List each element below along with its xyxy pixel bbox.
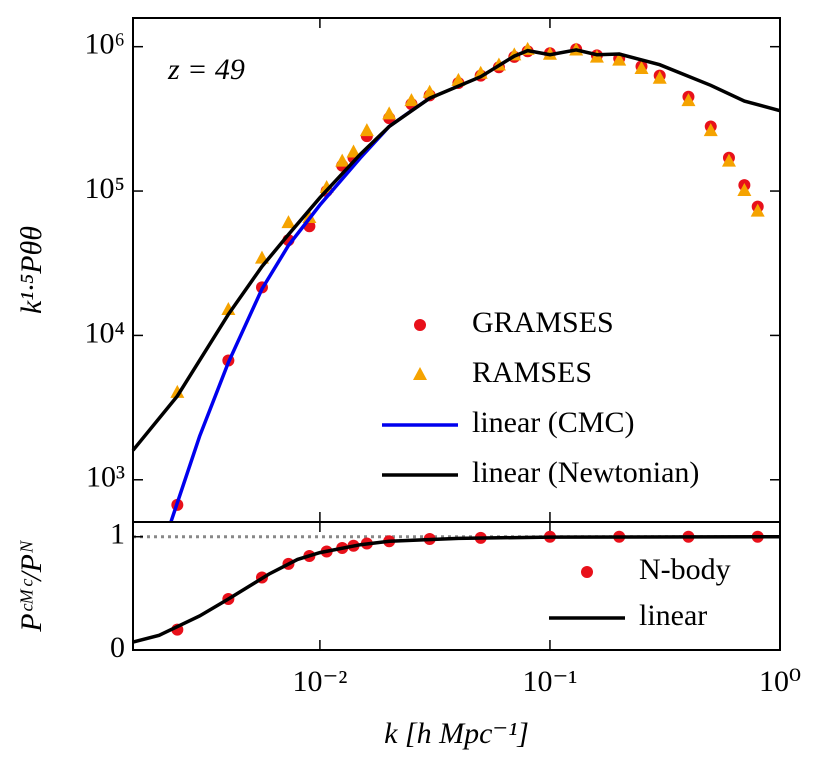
triangle-marker [422,84,437,98]
y-axis-label: k¹·⁵Pθθ [15,226,48,314]
annotation: z = 49 [167,53,245,86]
triangle-marker [750,203,765,217]
y-tick-label: 10⁶ [85,28,125,61]
legend-label: N-body [639,553,731,586]
y-tick-label: 0 [110,631,125,664]
legend-swatch [413,367,427,380]
triangle-marker [681,93,696,107]
line-series [131,48,781,452]
x-tick-label: 10⁰ [759,665,801,698]
y-tick-label: 1 [110,518,125,551]
triangle-marker [359,123,374,137]
legend-label: linear (Newtonian) [472,456,699,489]
y-tick-label: 10⁵ [85,172,125,205]
y-tick-label: 10⁴ [85,316,125,349]
y-tick-label: 10³ [86,461,125,494]
triangle-marker [612,52,627,66]
triangle-marker [634,61,649,75]
y-axis-label: Pᶜᴹᶜ/Pᴺ [15,539,48,633]
x-axis-label: k [h Mpc⁻¹] [384,717,529,750]
triangle-marker [319,179,334,193]
triangle-marker [737,183,752,197]
triangle-marker [404,93,419,107]
triangle-marker [346,144,361,158]
x-tick-label: 10⁻² [292,665,347,698]
triangle-marker [335,153,350,167]
plot-frame [132,521,781,651]
triangle-marker [703,123,718,137]
triangle-marker [451,72,466,86]
triangle-marker [652,70,667,84]
legend-label: linear (CMC) [472,406,634,439]
legend-swatch [581,566,593,578]
line-series [169,96,431,523]
triangle-marker [170,384,185,398]
x-tick-label: 10⁻¹ [523,665,578,698]
legend-label: linear [639,599,707,632]
legend-swatch [414,319,426,331]
line-series [132,534,781,644]
triangle-marker [382,106,397,120]
legend-label: RAMSES [472,356,592,389]
legend-label: GRAMSES [472,306,614,339]
triangle-marker [281,215,296,229]
plot-frame [132,17,781,523]
triangle-marker [721,153,736,167]
